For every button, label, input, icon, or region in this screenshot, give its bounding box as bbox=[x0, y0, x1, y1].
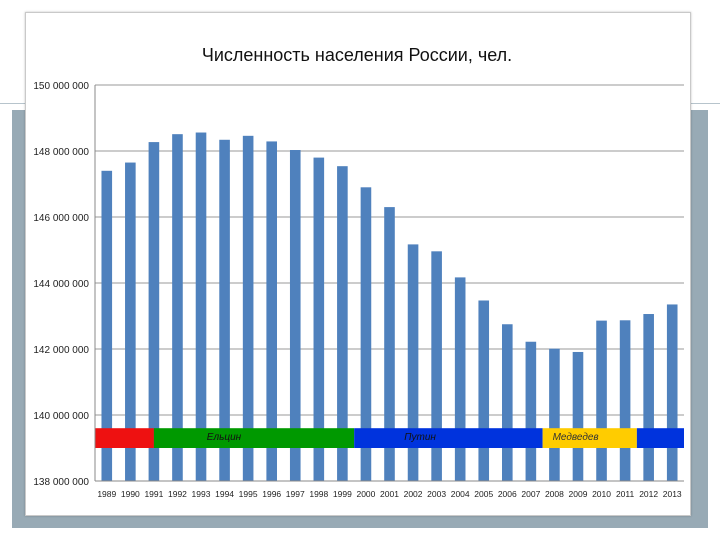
bar-2008 bbox=[549, 348, 560, 481]
bar-2006 bbox=[501, 324, 513, 481]
x-tick-label: 2010 bbox=[592, 489, 611, 499]
x-tick-label: 2001 bbox=[380, 489, 399, 499]
bar-2004 bbox=[454, 277, 466, 481]
y-tick-label: 146 000 000 bbox=[33, 213, 89, 224]
x-tick-label: 2004 bbox=[451, 489, 470, 499]
bar-1991 bbox=[148, 142, 160, 481]
era-label: Ельцин bbox=[207, 432, 242, 443]
x-tick-label: 2008 bbox=[545, 489, 564, 499]
x-tick-label: 1992 bbox=[168, 489, 187, 499]
bar-2000 bbox=[360, 187, 372, 482]
bar-1996 bbox=[266, 141, 278, 481]
x-tick-label: 2011 bbox=[616, 489, 635, 499]
x-tick-label: 1991 bbox=[144, 489, 163, 499]
bar-2009 bbox=[572, 351, 584, 481]
bar-2012 bbox=[643, 314, 654, 481]
y-axis-ticks: 138 000 000 140 000 000 142 000 000 144 000… bbox=[33, 81, 89, 488]
x-tick-label: 2013 bbox=[663, 489, 682, 499]
x-tick-label: 1996 bbox=[262, 489, 281, 499]
x-tick-label: 2002 bbox=[404, 489, 423, 499]
x-tick-label: 2005 bbox=[474, 489, 493, 499]
era-segment bbox=[636, 428, 684, 448]
x-tick-label: 1995 bbox=[239, 489, 258, 499]
era-label: Путин bbox=[404, 432, 436, 443]
x-tick-label: 1997 bbox=[286, 489, 305, 499]
bar-1998 bbox=[313, 157, 325, 481]
bar-1990 bbox=[125, 162, 136, 482]
era-segment bbox=[95, 428, 154, 448]
bar-2013 bbox=[666, 304, 678, 481]
era-label: Медведев bbox=[553, 432, 599, 443]
bar-1989 bbox=[101, 170, 113, 482]
bar-2002 bbox=[407, 244, 419, 481]
bar-1993 bbox=[195, 132, 207, 481]
bar-2005 bbox=[478, 300, 490, 481]
x-tick-label: 1989 bbox=[97, 489, 116, 499]
bar-1995 bbox=[242, 135, 254, 481]
bars bbox=[101, 132, 678, 482]
x-tick-label: 2009 bbox=[569, 489, 588, 499]
era-segment bbox=[153, 428, 355, 448]
x-tick-label: 1994 bbox=[215, 489, 234, 499]
bar-2007 bbox=[525, 341, 537, 481]
x-tick-label: 1993 bbox=[192, 489, 211, 499]
x-tick-label: 2007 bbox=[521, 489, 540, 499]
bar-2003 bbox=[431, 251, 442, 481]
chart-title: Численность населения России, чел. bbox=[202, 45, 512, 65]
era-segment bbox=[354, 428, 543, 448]
bar-2001 bbox=[384, 207, 395, 481]
x-tick-label: 2000 bbox=[356, 489, 375, 499]
bar-1999 bbox=[337, 166, 348, 481]
bar-1992 bbox=[172, 134, 183, 482]
era-segment bbox=[542, 428, 637, 448]
x-tick-label: 2003 bbox=[427, 489, 446, 499]
x-tick-label: 1998 bbox=[309, 489, 328, 499]
x-tick-label: 2012 bbox=[639, 489, 658, 499]
y-tick-label: 142 000 000 bbox=[33, 345, 89, 356]
y-tick-label: 150 000 000 bbox=[33, 81, 89, 92]
bar-1994 bbox=[219, 139, 230, 481]
bar-2010 bbox=[596, 320, 607, 481]
era-band: Ельцин Путин Медведев bbox=[95, 428, 684, 448]
y-tick-label: 140 000 000 bbox=[33, 411, 89, 422]
x-tick-label: 1990 bbox=[121, 489, 140, 499]
bar-2011 bbox=[619, 320, 631, 481]
x-tick-label: 2006 bbox=[498, 489, 517, 499]
bar-1997 bbox=[289, 150, 301, 481]
x-tick-label: 1999 bbox=[333, 489, 352, 499]
y-tick-label: 144 000 000 bbox=[33, 279, 89, 290]
y-tick-label: 138 000 000 bbox=[33, 477, 89, 488]
x-axis-ticks: 1989 1990 1991 1992 1993 1994 1995 1996 1997 1998… bbox=[97, 489, 682, 499]
y-tick-label: 148 000 000 bbox=[33, 147, 89, 158]
